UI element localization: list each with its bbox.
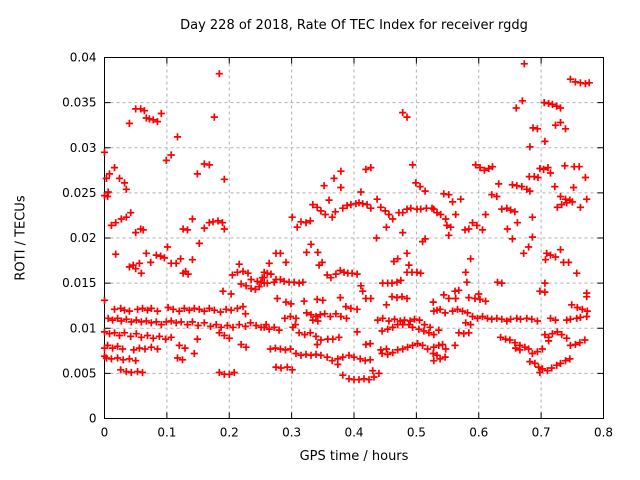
x-tick-label: 0.1 xyxy=(157,426,176,440)
data-points xyxy=(100,60,593,384)
y-tick-label: 0.005 xyxy=(62,366,96,380)
y-tick-label: 0 xyxy=(89,412,97,426)
x-tick-label: 0.5 xyxy=(407,426,426,440)
y-tick-label: 0.03 xyxy=(70,141,97,155)
y-tick-label: 0.025 xyxy=(62,186,96,200)
x-tick-label: 0.3 xyxy=(282,426,301,440)
x-tick-label: 0 xyxy=(101,426,109,440)
y-tick-label: 0.01 xyxy=(70,321,97,335)
x-tick-label: 0.4 xyxy=(344,426,363,440)
y-tick-label: 0.02 xyxy=(70,231,97,245)
x-tick-label: 0.8 xyxy=(594,426,613,440)
x-tick-label: 0.7 xyxy=(532,426,551,440)
y-tick-label: 0.04 xyxy=(70,51,97,65)
y-axis-title-text: ROTI / TECUs xyxy=(13,195,29,281)
grid-lines xyxy=(104,57,604,419)
y-tick-label: 0.015 xyxy=(62,276,96,290)
chart-title: Day 228 of 2018, Rate Of TEC Index for r… xyxy=(180,18,528,33)
x-tick-label: 0.6 xyxy=(469,426,488,440)
y-tick-label: 0.035 xyxy=(62,96,96,110)
plot-frame xyxy=(104,57,604,419)
x-axis-title: GPS time / hours xyxy=(299,449,409,464)
x-tick-label: 0.2 xyxy=(220,426,239,440)
